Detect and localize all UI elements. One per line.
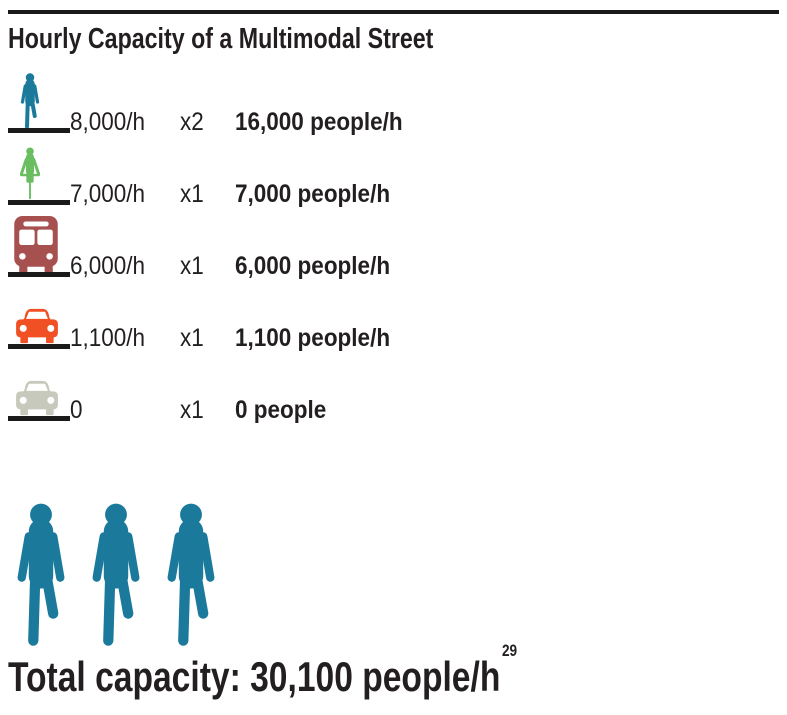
lane-multiplier: x1 <box>180 252 204 280</box>
capacity-row-pedestrian: 8,000/h x2 16,000 people/h <box>8 61 768 136</box>
mode-icon-cell <box>8 349 70 421</box>
capacity-row-bus: 6,000/h x1 6,000 people/h <box>8 205 768 280</box>
capacity-row-cyclist: 7,000/h x1 7,000 people/h <box>8 133 768 208</box>
lane-multiplier: x1 <box>180 396 204 424</box>
lane-multiplier: x1 <box>180 324 204 352</box>
capacity-result: 1,100 people/h <box>235 324 391 352</box>
person-icon <box>160 503 222 647</box>
figure-title-text: Hourly Capacity of a Multimodal Street <box>8 23 434 55</box>
mode-icon-cell <box>8 205 70 277</box>
person-icon <box>85 503 147 647</box>
total-capacity-text: Total capacity: 30,100 people/h <box>8 653 501 700</box>
capacity-rate: 8,000/h <box>70 108 146 136</box>
footnote-marker: 29 <box>501 641 518 660</box>
pedestrian-icon <box>18 73 42 129</box>
street-lane-line <box>8 344 70 349</box>
street-lane-line <box>8 128 70 133</box>
people-figures <box>10 503 222 647</box>
capacity-row-car: 1,100/h x1 1,100 people/h <box>8 277 768 352</box>
capacity-rate: 0 <box>70 396 83 424</box>
lane-multiplier: x2 <box>180 108 204 136</box>
capacity-rate: 6,000/h <box>70 252 146 280</box>
mode-icon-cell <box>8 277 70 349</box>
capacity-result: 7,000 people/h <box>235 180 391 208</box>
mode-icon-cell <box>8 133 70 205</box>
top-rule <box>8 10 779 14</box>
capacity-result: 0 people <box>235 396 327 424</box>
capacity-result: 16,000 people/h <box>235 108 403 136</box>
capacity-row-parked-car: 0 x1 0 people <box>8 349 768 424</box>
capacity-rows: 8,000/h x2 16,000 people/h 7,000/h x1 7,… <box>8 61 768 424</box>
street-lane-line <box>8 416 70 421</box>
cyclist-icon <box>17 147 43 201</box>
person-icon <box>10 503 72 647</box>
street-lane-line <box>8 272 70 277</box>
capacity-rate: 1,100/h <box>70 324 146 352</box>
bus-icon <box>11 216 61 274</box>
parked-car-icon <box>14 379 60 417</box>
street-lane-line <box>8 200 70 205</box>
mode-icon-cell <box>8 61 70 133</box>
capacity-result: 6,000 people/h <box>235 252 391 280</box>
total-capacity: Total capacity: 30,100 people/h29 <box>8 641 644 700</box>
lane-multiplier: x1 <box>180 180 204 208</box>
car-icon <box>14 307 60 345</box>
figure-title: Hourly Capacity of a Multimodal Street <box>8 23 540 56</box>
capacity-rate: 7,000/h <box>70 180 146 208</box>
